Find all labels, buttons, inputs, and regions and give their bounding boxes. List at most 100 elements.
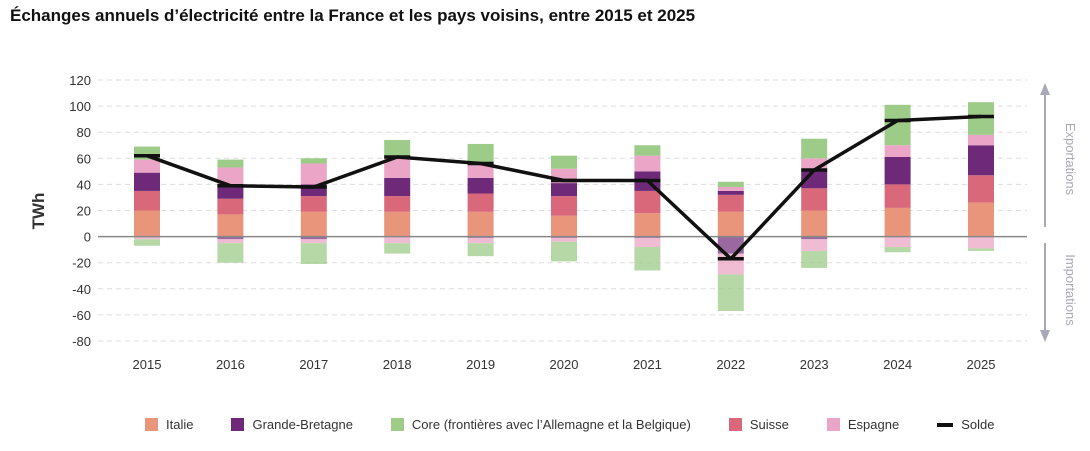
bar-core-export: [634, 145, 661, 156]
bar-suisse-export: [134, 190, 160, 211]
bar-italie-export: [551, 215, 577, 237]
bar-grande-bretagne-export: [384, 177, 411, 197]
imports-arrow-icon: [1040, 330, 1050, 342]
bar-espagne-import: [134, 236, 160, 240]
bar-core-export: [551, 155, 577, 169]
bar-core-import: [384, 243, 411, 254]
bar-core-import: [634, 247, 661, 271]
bar-core-import: [467, 243, 494, 257]
y-tick-label: -20: [72, 256, 91, 271]
legend-swatch-suisse: [728, 418, 742, 431]
bar-italie-export: [717, 211, 744, 237]
bar-espagne-export: [217, 167, 244, 185]
legend-label-italie: Italie: [166, 417, 194, 432]
x-tick-label: 2016: [216, 357, 245, 372]
bar-suisse-export: [968, 175, 994, 203]
bar-grande-bretagne-export: [717, 190, 744, 195]
bar-core-export: [217, 159, 244, 168]
legend-swatch-italie: [145, 418, 158, 431]
y-tick-label: 120: [69, 73, 91, 88]
x-tick-label: 2015: [133, 357, 162, 372]
y-tick-label: -80: [72, 334, 91, 349]
bar-core-import: [968, 248, 994, 251]
y-axis-label: TWh: [29, 193, 48, 230]
bar-espagne-import: [968, 236, 994, 249]
bar-grande-bretagne-import: [801, 236, 828, 240]
bar-espagne-export: [384, 158, 411, 178]
bar-espagne-export: [884, 145, 911, 157]
y-tick-label: -40: [72, 282, 91, 297]
bar-italie-export: [634, 213, 661, 237]
x-tick-label: 2019: [466, 357, 495, 372]
legend-item-italie: Italie: [145, 417, 193, 432]
bar-core-export: [717, 181, 744, 188]
x-tick-label: 2017: [299, 357, 328, 372]
x-tick-label: 2020: [550, 357, 579, 372]
bar-suisse-export: [717, 194, 744, 212]
legend-item-core: Core (frontières avec l’Allemagne et la …: [390, 417, 691, 432]
bar-core-import: [217, 243, 244, 263]
bar-grande-bretagne-export: [217, 184, 244, 199]
x-tick-label: 2021: [633, 357, 662, 372]
bar-core-export: [467, 143, 494, 165]
legend-item-espagne: Espagne: [826, 417, 899, 432]
bar-core-import: [551, 241, 577, 262]
bar-espagne-import: [884, 236, 911, 248]
x-tick-label: 2023: [800, 357, 829, 372]
bar-suisse-export: [384, 196, 411, 212]
bar-grande-bretagne-export: [551, 183, 577, 197]
bar-espagne-export: [717, 187, 744, 191]
legend-line-solde: [937, 422, 954, 427]
bar-grande-bretagne-export: [467, 177, 494, 194]
bar-grande-bretagne-import: [217, 236, 244, 240]
bar-italie-export: [134, 210, 160, 237]
bar-italie-export: [801, 210, 828, 237]
bar-suisse-export: [884, 184, 911, 208]
bar-grande-bretagne-export: [968, 145, 994, 176]
bar-grande-bretagne-import: [300, 236, 327, 240]
x-tick-label: 2025: [967, 357, 996, 372]
x-tick-label: 2024: [883, 357, 912, 372]
bar-italie-export: [300, 211, 327, 237]
y-tick-label: 60: [77, 151, 91, 166]
legend-label-core: Core (frontières avec l’Allemagne et la …: [411, 417, 691, 432]
x-tick-label: 2022: [716, 357, 745, 372]
bar-suisse-export: [217, 198, 244, 215]
bar-grande-bretagne-export: [300, 184, 327, 197]
bar-espagne-import: [551, 237, 577, 242]
legend-swatch-core: [390, 418, 404, 431]
bar-espagne-export: [467, 164, 494, 178]
chart-legend: Italie Grande-Bretagne Core (frontières …: [145, 417, 1032, 432]
bar-italie-export: [968, 202, 994, 237]
y-tick-label: 100: [69, 99, 91, 114]
bar-espagne-export: [134, 159, 160, 173]
bar-suisse-export: [467, 193, 494, 212]
bar-suisse-export: [300, 196, 327, 212]
bar-core-import: [300, 243, 327, 265]
legend-item-solde: Solde: [937, 417, 994, 432]
bar-grande-bretagne-export: [884, 156, 911, 185]
bar-italie-export: [884, 207, 911, 237]
legend-label-suisse: Suisse: [749, 417, 789, 432]
bar-italie-export: [217, 214, 244, 237]
exports-annotation: Exportations: [1063, 123, 1078, 196]
bar-suisse-export: [551, 196, 577, 216]
imports-annotation: Importations: [1063, 254, 1078, 326]
legend-swatch-espagne: [826, 418, 840, 431]
legend-item-suisse: Suisse: [728, 417, 789, 432]
y-tick-label: 40: [77, 177, 91, 192]
bar-core-import: [134, 239, 160, 246]
bar-espagne-import: [384, 236, 411, 244]
bar-grande-bretagne-export: [134, 172, 160, 191]
bar-core-export: [801, 138, 828, 159]
bar-espagne-import: [467, 237, 494, 244]
bar-espagne-export: [634, 155, 661, 172]
exports-arrow-icon: [1040, 83, 1050, 95]
y-tick-label: 80: [77, 125, 91, 140]
bar-espagne-import: [634, 237, 661, 248]
bar-suisse-export: [801, 188, 828, 211]
y-tick-label: 20: [77, 204, 91, 219]
bar-core-import: [884, 247, 911, 253]
legend-item-grande-bretagne: Grande-Bretagne: [231, 417, 353, 432]
